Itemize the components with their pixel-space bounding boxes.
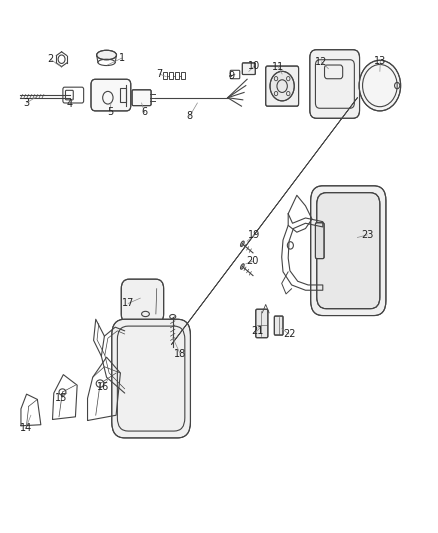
Bar [169,72,173,79]
FancyBboxPatch shape [317,192,380,309]
Bar [120,88,127,102]
Text: 22: 22 [283,329,295,339]
FancyBboxPatch shape [315,223,324,259]
Text: 7: 7 [156,69,162,79]
Text: 14: 14 [20,423,32,433]
Bar [175,72,179,79]
FancyBboxPatch shape [242,63,255,75]
Bar [181,72,185,79]
FancyBboxPatch shape [132,90,151,106]
Ellipse shape [97,50,117,60]
Text: 13: 13 [374,56,386,66]
Text: 11: 11 [272,62,284,71]
Text: 5: 5 [107,107,113,117]
FancyBboxPatch shape [91,79,131,111]
Text: 4: 4 [67,99,73,109]
Text: 10: 10 [248,61,261,71]
Text: 15: 15 [55,393,67,403]
FancyBboxPatch shape [274,316,283,335]
Text: 19: 19 [248,230,261,240]
FancyBboxPatch shape [121,279,164,324]
FancyBboxPatch shape [310,50,360,118]
Text: 2: 2 [47,54,53,64]
Text: 23: 23 [361,230,374,240]
FancyBboxPatch shape [266,66,299,106]
Text: 20: 20 [247,256,259,266]
Text: 9: 9 [228,70,234,80]
Text: 18: 18 [174,349,186,359]
Circle shape [270,71,294,101]
Circle shape [359,60,401,111]
Text: 3: 3 [24,98,30,108]
Text: 21: 21 [251,326,263,336]
Text: 8: 8 [187,111,193,121]
Text: 6: 6 [141,108,148,117]
Text: 1: 1 [119,53,125,63]
Bar [163,72,167,79]
Text: 16: 16 [97,382,109,392]
Text: 17: 17 [122,298,134,309]
FancyBboxPatch shape [256,309,268,338]
Text: 12: 12 [315,57,328,67]
FancyBboxPatch shape [311,186,386,316]
FancyBboxPatch shape [112,319,191,438]
